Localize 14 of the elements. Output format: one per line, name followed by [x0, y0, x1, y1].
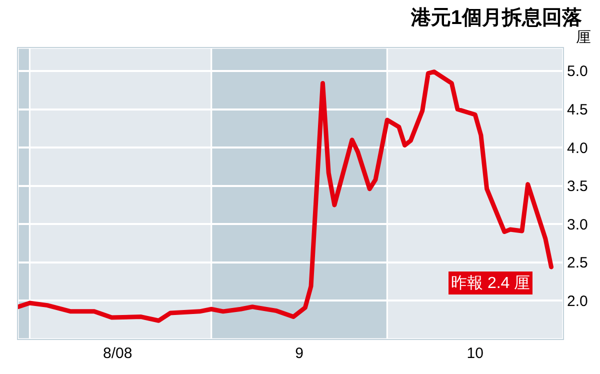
y-tick-label: 4.0: [567, 140, 588, 157]
y-tick-label: 5.0: [567, 63, 588, 80]
y-tick-label: 2.5: [567, 254, 588, 272]
x-tick-label: 10: [466, 345, 484, 362]
x-tick-label: 8/08: [103, 345, 132, 362]
y-tick-label: 3.0: [567, 216, 588, 234]
y-axis-title: 厘: [576, 29, 591, 46]
y-tick-label: 4.5: [567, 102, 588, 119]
x-tick-label: 9: [295, 345, 304, 362]
y-tick-label: 3.5: [567, 178, 588, 196]
y-tick-label: 2.0: [567, 292, 588, 310]
line-series: [18, 69, 554, 323]
annotation: 昨報 2.4 厘: [451, 274, 530, 292]
chart-title: 港元1個月拆息回落: [410, 6, 582, 29]
